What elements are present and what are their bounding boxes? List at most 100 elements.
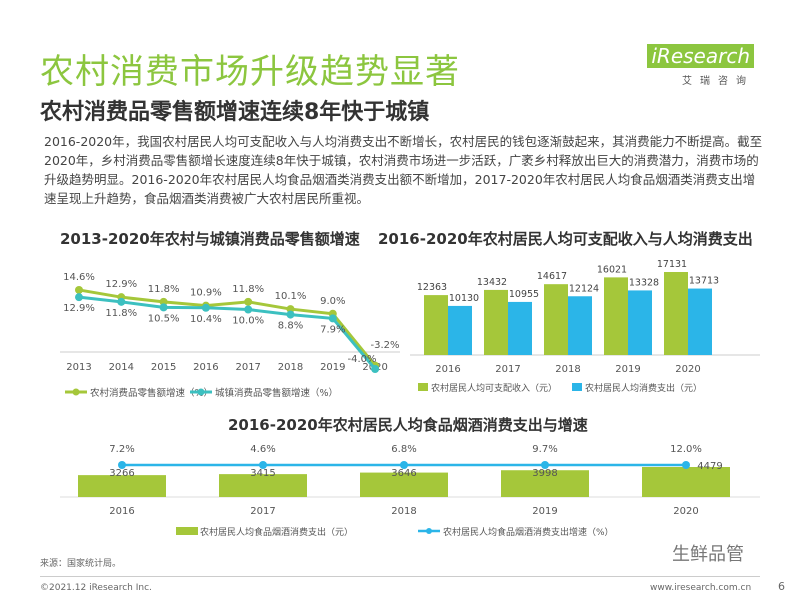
chart1-data-label: 11.8%	[148, 284, 180, 295]
chart3-growth-label: 12.0%	[670, 444, 702, 455]
chart2-bar	[688, 288, 712, 355]
chart1-series-line-1	[78, 295, 377, 370]
chart2-data-label: 17131	[657, 259, 687, 270]
chart3-legend-marker	[426, 528, 432, 534]
chart2-data-label: 16021	[597, 264, 627, 275]
chart2-data-label: 13713	[689, 276, 719, 287]
chart2-data-label: 13432	[477, 277, 507, 288]
logo-cn: 艾瑞咨询	[682, 76, 754, 87]
chart1-point	[244, 297, 253, 306]
chart2-data-label: 12124	[569, 283, 599, 294]
chart1-legend-marker	[197, 388, 205, 396]
chart3-x-tick: 2018	[391, 506, 416, 517]
logo-text: iResearch	[647, 44, 754, 68]
chart1-data-label: 10.0%	[232, 316, 264, 327]
chart3-bar	[642, 467, 730, 497]
chart1-data-label: 7.9%	[320, 324, 345, 335]
chart1-data-label: 11.8%	[105, 308, 137, 319]
chart3-growth-point	[541, 461, 549, 469]
chart1-data-label: 10.1%	[275, 291, 307, 302]
chart2-data-label: 12363	[417, 282, 447, 293]
chart1-point	[159, 297, 168, 306]
chart1-data-label: 10.4%	[190, 314, 222, 325]
chart1-data-label: 8.8%	[278, 321, 303, 332]
chart1-x-tick: 2014	[109, 362, 134, 373]
chart1-data-label: 11.8%	[232, 284, 264, 295]
chart3-bar-label: 3266	[109, 468, 134, 479]
chart2-bar	[628, 290, 652, 355]
chart3-bar	[78, 475, 166, 497]
chart1-data-label: 10.5%	[148, 313, 180, 324]
chart2-bar	[604, 277, 628, 355]
chart1-x-tick: 2017	[235, 362, 260, 373]
watermark: 生鲜品管	[672, 544, 744, 565]
chart1-data-label: -3.2%	[370, 340, 399, 351]
chart3-x-tick: 2016	[109, 506, 134, 517]
chart1-data-label: 9.0%	[320, 296, 345, 307]
chart1-data-label: 12.9%	[105, 279, 137, 290]
chart2-legend-swatch	[418, 383, 428, 391]
chart1-point	[201, 303, 210, 312]
chart1-point	[244, 305, 253, 314]
chart3-bar-label: 4479	[697, 461, 722, 472]
chart1-point	[159, 303, 168, 312]
chart3-legend-swatch	[176, 527, 198, 535]
chart1-legend-label: 农村消费品零售额增速（%）	[90, 387, 213, 399]
chart3-legend-label: 农村居民人均食品烟酒消费支出（元）	[200, 526, 353, 538]
chart2-legend-swatch	[572, 383, 582, 391]
summary-paragraph: 2016-2020年，我国农村居民人均可支配收入与人均消费支出不断增长，农村居民…	[44, 134, 763, 206]
chart3-bar-label: 3998	[532, 468, 557, 479]
chart1-x-tick: 2018	[278, 362, 303, 373]
chart3-growth-point	[400, 461, 408, 469]
chart2-bar	[568, 296, 592, 355]
chart1-data-label: 10.9%	[190, 288, 222, 299]
chart1-data-label: 12.9%	[63, 303, 95, 314]
chart2-x-tick: 2016	[435, 364, 460, 375]
chart2-bar	[424, 295, 448, 355]
chart2-data-label: 10130	[449, 293, 479, 304]
chart2-bar	[484, 289, 508, 355]
source-note: 来源：国家统计局。	[40, 559, 122, 569]
chart2-legend-label: 农村居民人均消费支出（元）	[585, 382, 702, 394]
chart1-point	[286, 305, 295, 314]
chart2-bar	[544, 284, 568, 355]
chart3-growth-label: 6.8%	[391, 444, 416, 455]
chart3-growth-point	[118, 461, 126, 469]
chart2-data-label: 13328	[629, 277, 659, 288]
chart1-x-tick: 2019	[320, 362, 345, 373]
chart1-x-tick: 2015	[151, 362, 176, 373]
chart3-growth-point	[259, 461, 267, 469]
chart2-bar	[448, 305, 472, 355]
chart2-data-label: 10955	[509, 289, 539, 300]
chart2-bar	[508, 301, 532, 355]
chart2-bar	[664, 272, 688, 355]
chart1-title: 2013-2020年农村与城镇消费品零售额增速	[60, 230, 360, 248]
chart3-x-tick: 2020	[673, 506, 698, 517]
chart3-bar	[219, 474, 307, 497]
chart1-x-tick: 2013	[66, 362, 91, 373]
chart1-point	[371, 365, 380, 373]
chart1-legend-label: 城镇消费品零售额增速（%）	[215, 387, 338, 399]
chart2-x-tick: 2017	[495, 364, 520, 375]
chart1-data-label: -4.0%	[347, 354, 376, 365]
iresearch-logo: iResearch 艾瑞咨询	[647, 44, 754, 87]
chart3-growth-label: 9.7%	[532, 444, 557, 455]
page-number: 6	[778, 580, 785, 593]
chart3-x-tick: 2017	[250, 506, 275, 517]
chart1-point	[117, 297, 126, 306]
copyright: ©2021.12 iResearch Inc.	[40, 583, 152, 593]
chart3-bar	[501, 470, 589, 497]
chart2-x-tick: 2020	[675, 364, 700, 375]
chart3-growth-point	[682, 461, 690, 469]
website: www.iresearch.com.cn	[650, 583, 752, 593]
chart3-bar-label: 3646	[391, 468, 416, 479]
chart2-data-label: 14617	[537, 271, 567, 282]
chart1-point	[75, 293, 83, 302]
page-subtitle: 农村消费品零售额增速连续8年快于城镇	[40, 100, 430, 125]
chart2-x-tick: 2019	[615, 364, 640, 375]
chart1-point	[75, 285, 83, 294]
chart3-bar-label: 3415	[250, 468, 275, 479]
chart1-data-label: 14.6%	[63, 272, 95, 283]
chart1-series-line-0	[78, 288, 377, 367]
